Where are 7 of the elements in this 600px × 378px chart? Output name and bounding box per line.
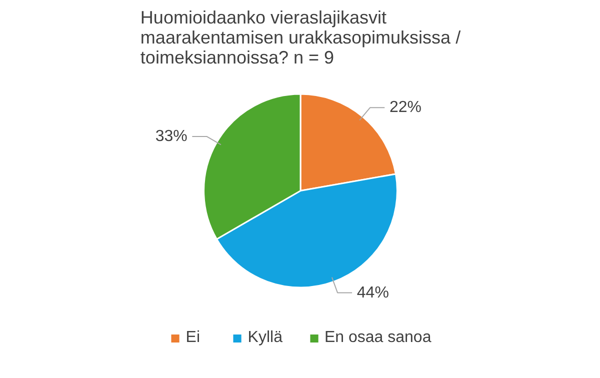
data-label: 44% (356, 284, 389, 302)
data-label: 22% (389, 99, 422, 116)
data-label: 33% (155, 128, 188, 145)
legend-label: En osaa sanoa (324, 329, 432, 347)
legend-label: Kyllä (248, 329, 282, 347)
legend-label: Ei (186, 329, 202, 347)
chart-title: Huomioidaanko vieraslajikasvit maarakentamisen urakkasopimuksissa / toimeksiannoissa? n = 9 (140, 8, 461, 68)
